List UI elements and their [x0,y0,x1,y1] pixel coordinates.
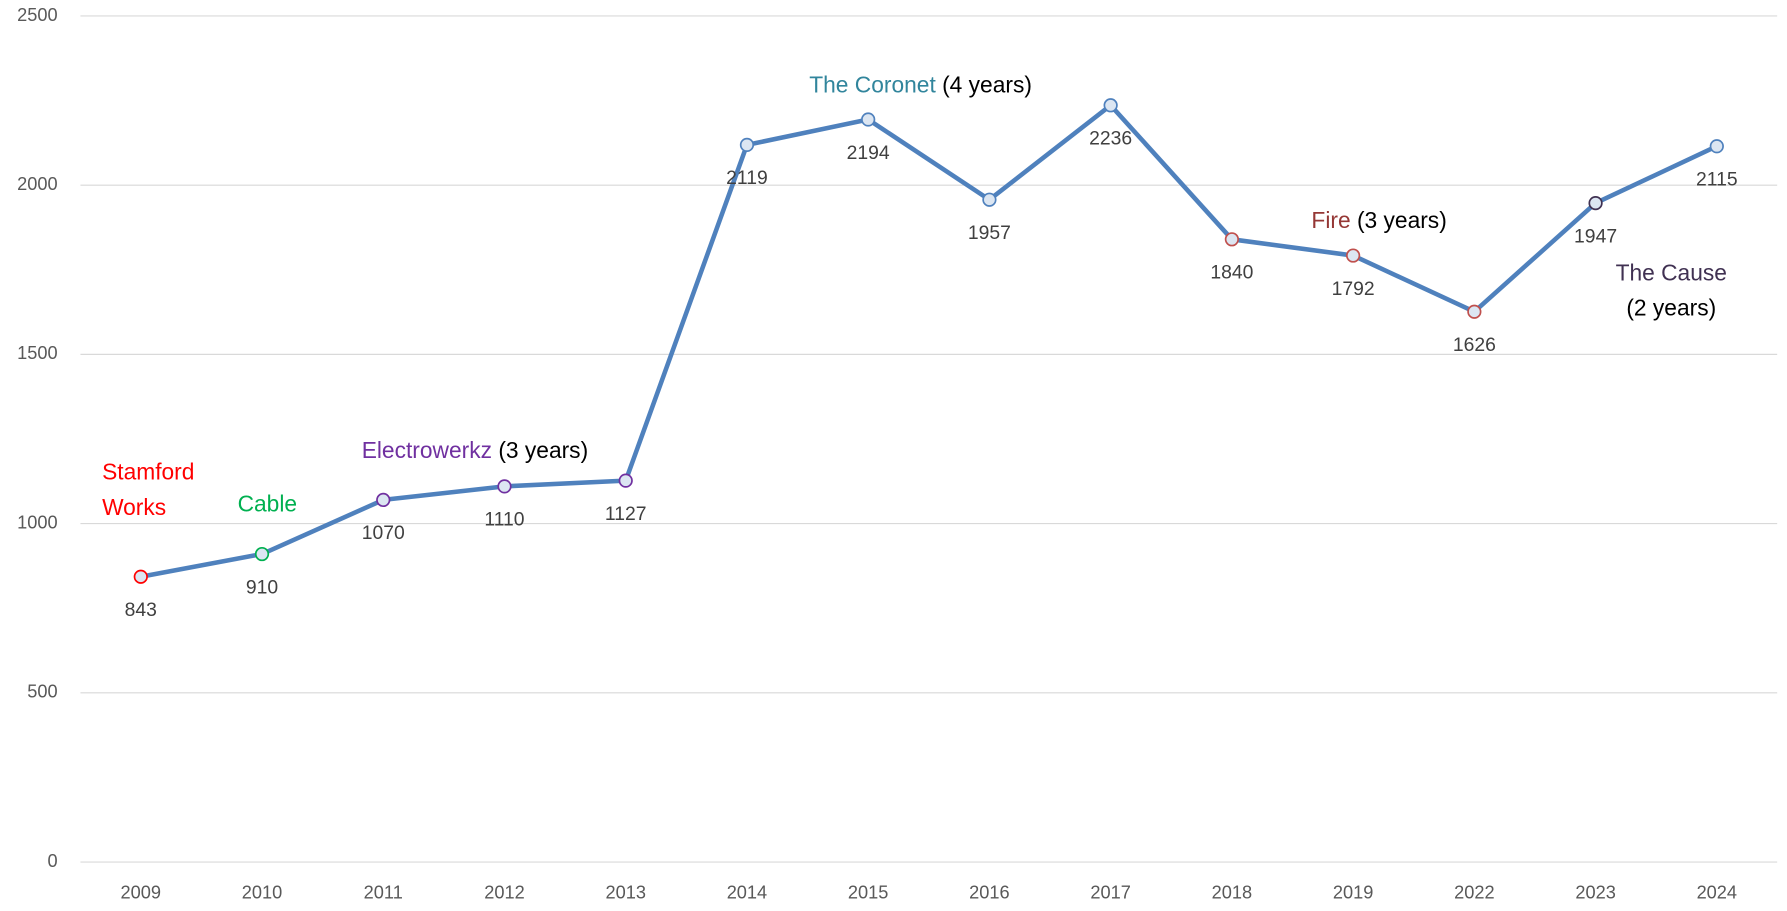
annotation: Cable [238,491,297,517]
x-tick-label: 2019 [1333,883,1374,903]
data-point [618,473,633,488]
data-point [376,492,391,508]
data-label: 1840 [1210,262,1253,284]
annotation-part: (3 years) [1351,207,1447,233]
annotation: Electrowerkz (3 years) [362,437,588,463]
data-label: 2194 [847,142,890,164]
x-tick-label: 2011 [364,883,403,903]
annotation-part: Stamford [102,459,194,485]
x-tick-label: 2012 [484,883,524,903]
y-tick-label: 2000 [17,174,58,194]
x-tick-label: 2016 [969,883,1010,903]
y-tick-label: 2500 [17,5,58,25]
annotation-part: Works [102,494,166,520]
y-tick-label: 1000 [17,512,58,532]
x-tick-label: 2018 [1212,883,1253,903]
data-label: 1947 [1574,225,1617,247]
x-tick-label: 2015 [848,883,889,903]
data-label: 2115 [1696,169,1738,191]
annotation: (2 years) [1626,295,1716,321]
data-point [497,479,512,494]
x-tick-label: 2024 [1697,883,1738,903]
annotation-part: (4 years) [936,72,1032,98]
x-tick-label: 2010 [242,883,283,903]
data-point [1709,139,1724,154]
annotation-part: (2 years) [1626,295,1716,321]
annotation: The Cause [1616,259,1727,285]
data-point [982,192,997,207]
x-tick-label: 2014 [727,883,768,903]
data-label: 1070 [362,522,405,544]
annotation-part: (3 years) [492,437,588,463]
annotation-part: The Coronet [809,72,936,98]
data-point [861,112,876,127]
annotation-part: Electrowerkz [362,437,492,463]
data-point [1103,98,1118,113]
data-label: 2236 [1089,128,1132,150]
annotation: Works [102,494,166,520]
data-point [133,569,148,584]
y-tick-label: 500 [27,682,57,702]
y-tick-label: 1500 [17,343,58,363]
data-point [1467,304,1482,319]
data-label: 1957 [968,222,1011,244]
data-label: 2119 [726,167,768,189]
data-point [1588,195,1603,211]
data-point [1224,232,1240,247]
annotation-part: Fire [1311,207,1350,233]
annotation-part: The Cause [1616,259,1727,285]
x-tick-label: 2017 [1090,883,1131,903]
annotation-part: Cable [238,491,297,517]
annotation: The Coronet (4 years) [809,72,1032,98]
x-tick-label: 2013 [605,883,646,903]
data-label: 1626 [1453,334,1496,356]
data-label: 1110 [484,509,524,531]
x-tick-label: 2009 [121,883,161,903]
data-point [1345,248,1361,263]
x-tick-label: 2022 [1454,883,1495,903]
data-label: 843 [125,599,157,621]
y-tick-label: 0 [48,851,58,871]
annotation: Fire (3 years) [1311,207,1446,233]
series-line [140,103,1718,579]
data-label: 1127 [605,503,647,525]
x-tick-label: 2023 [1575,883,1616,903]
data-point [254,546,270,562]
data-label: 1792 [1332,278,1375,300]
data-label: 910 [246,576,278,598]
data-point [739,137,755,153]
annotation: Stamford [102,459,194,485]
